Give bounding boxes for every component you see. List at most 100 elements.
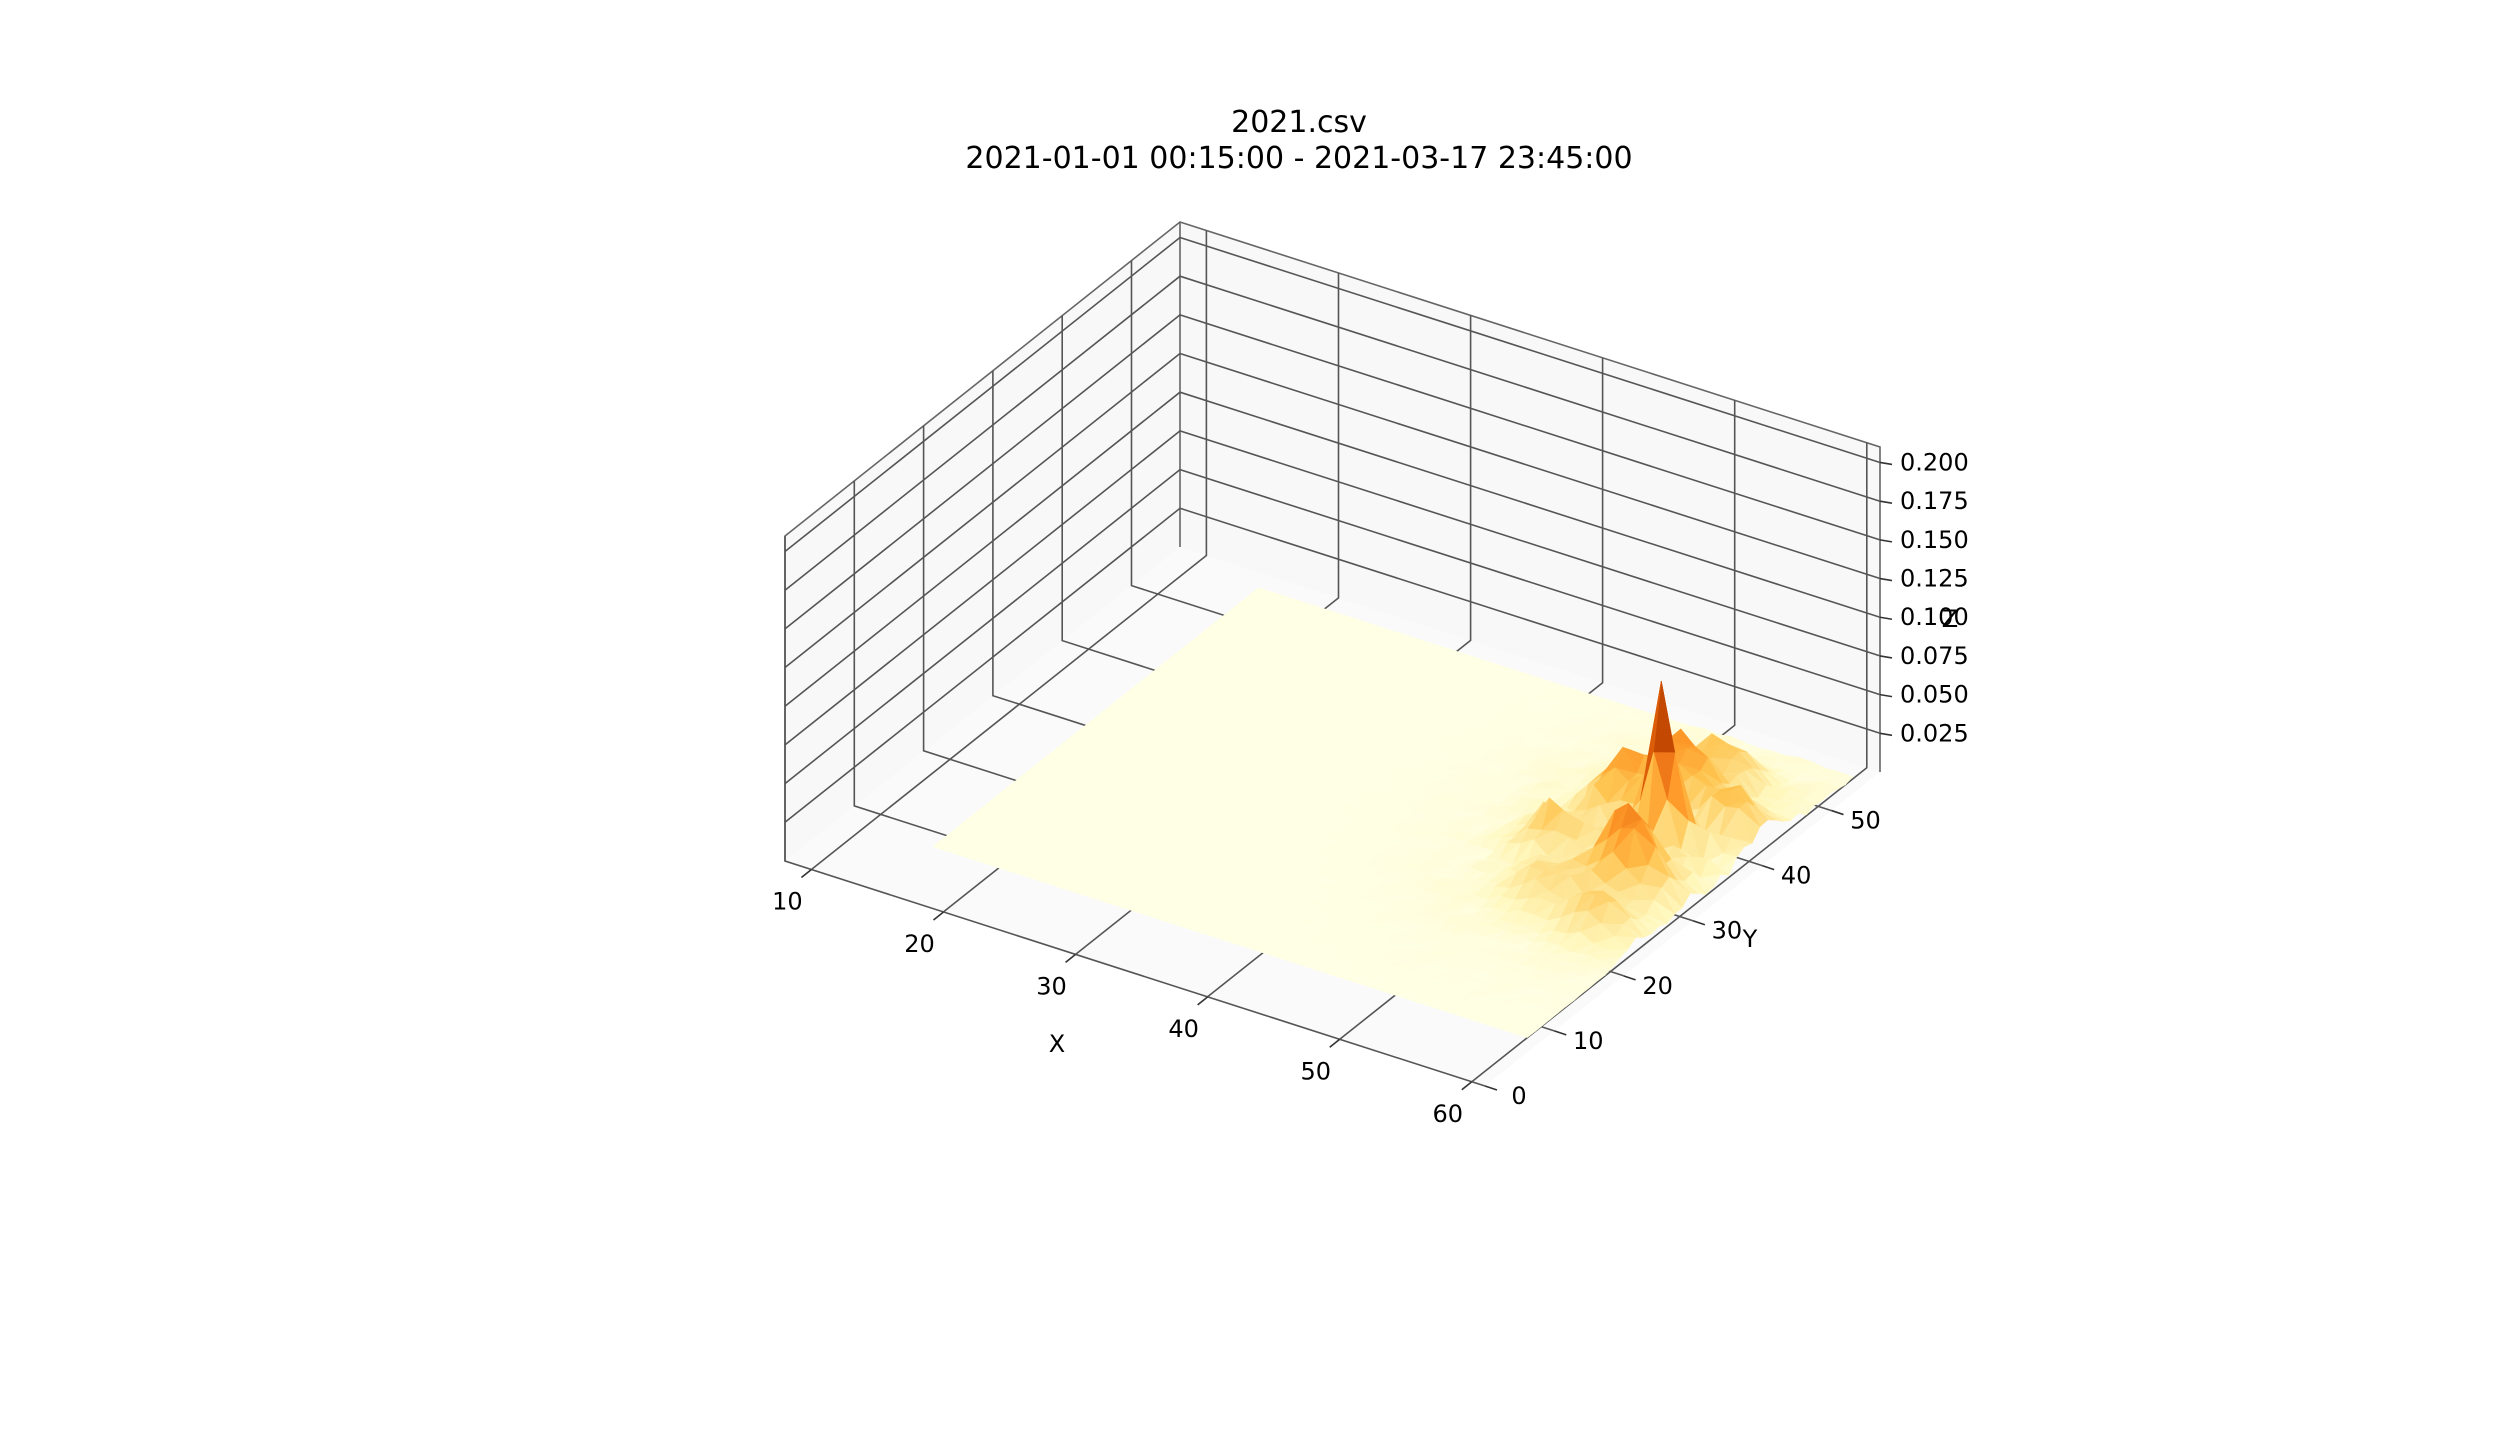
surface-facet [959,853,983,861]
surface-facet [1108,900,1131,908]
y-tick-mark [1623,975,1636,981]
z-tick-mark [1879,693,1893,698]
z-gridline [784,352,1881,669]
surface-facet [1135,909,1158,917]
back-pane [1180,222,1880,772]
x-tick-label: 20 [904,930,935,958]
x-tick-label: 30 [1036,972,1067,1000]
x-tick-mark [1461,1081,1473,1091]
surface-facet [1040,879,1064,887]
y-gridline [784,536,1486,1087]
surface-facet [1338,974,1361,982]
surface-facet [932,844,956,852]
y-axis-label: Y [1742,925,1758,953]
z-tick-mark [1879,732,1893,737]
z-tick-mark [1879,655,1893,659]
z-gridline [784,236,1881,553]
surface-facet [1513,1031,1536,1038]
surface-facet [1148,913,1172,921]
surface-facet [1175,922,1199,930]
surface-facet [1351,979,1374,986]
x-tick-label: 60 [1433,1100,1464,1128]
x-tick-label: 50 [1300,1057,1331,1085]
y-tick-mark [1484,1085,1498,1091]
z-tick-label: 0.125 [1900,565,1969,593]
y-tick-label: 10 [1573,1027,1604,1055]
surface-facet [1202,931,1226,939]
left-pane [785,222,1180,861]
surface-facet [1459,1013,1482,1021]
surface-facet [1189,926,1212,934]
y-tick-mark [1692,919,1706,926]
surface-facet [973,857,996,865]
axis-ticks: 10 20 30 40 50 60 0 10 20 30 40 50 0.025 0.050 0.075 0.… [772,448,1969,1127]
surface-facet [1094,896,1118,904]
surface-facet [946,848,969,856]
surface-facet [1230,939,1253,947]
z-tick-mark [1879,500,1893,504]
z-tick-label: 0.050 [1900,681,1969,709]
z-gridline [784,507,1881,823]
z-gridline [784,430,1881,746]
z-tick-mark [1879,461,1893,466]
surface-facet [1365,983,1388,991]
y-tick-label: 30 [1712,917,1743,945]
surface-facet [1270,953,1293,960]
y-tick-label: 50 [1850,807,1881,835]
y-tick-label: 20 [1642,972,1673,1000]
surface-facet [1121,905,1145,913]
y-tick-mark [1761,864,1775,871]
surface-facet [1297,961,1320,969]
surface-facet [1500,1026,1523,1034]
surface-facet [1216,935,1239,943]
x-gridline [1471,442,1868,1083]
x-tick-mark [932,911,944,921]
surface-facet [1405,996,1428,1004]
x-axis-label: X [1049,1030,1065,1058]
surface-facet [1446,1009,1469,1017]
y-tick-mark [1831,809,1844,816]
surface-facet [986,861,1010,869]
z-gridline [784,468,1881,785]
z-tick-label: 0.075 [1900,642,1969,670]
z-tick-label: 0.025 [1900,719,1969,747]
chart-subtitle: 2021-01-01 00:15:00 - 2021-03-17 23:45:0… [965,141,1632,176]
z-tick-mark [1879,616,1893,621]
z-tick-mark [1879,577,1893,582]
surface-facet [1378,987,1401,995]
z-gridline [784,275,1881,591]
z-axis-label: Z [1942,605,1958,633]
surface-facet [1324,970,1347,978]
x-tick-mark [1065,953,1077,964]
z-tick-label: 0.175 [1900,487,1969,515]
z-tick-label: 0.200 [1900,448,1969,476]
x-tick-mark [1329,1038,1341,1048]
surface-facet [1257,948,1280,956]
x-tick-label: 10 [772,887,803,915]
surface-facet [1243,944,1266,952]
y-tick-mark [1554,1030,1567,1036]
surface-facet [1013,870,1037,878]
x-tick-label: 40 [1168,1015,1199,1043]
x-tick-mark [1197,996,1209,1006]
surface-facet [1027,874,1050,882]
surface-facet [1419,1000,1442,1008]
surface-facet [1054,883,1077,891]
surface-facet [1162,918,1185,926]
surface-facet [1392,992,1415,999]
surface-facet [1432,1005,1455,1012]
z-tick-label: 0.150 [1900,526,1969,554]
surface-facet [1067,887,1091,895]
z-tick-label: 0.100 [1900,603,1969,631]
surface-mesh [931,587,1854,1038]
chart-title: 2021.csv [1231,105,1367,140]
surface-facet [1473,1018,1496,1025]
z-gridline [784,391,1881,707]
surface-facet [1000,866,1023,874]
z-tick-mark [1879,539,1893,543]
y-tick-label: 40 [1781,862,1812,890]
y-tick-label: 0 [1511,1082,1526,1110]
x-gridline [810,230,1208,871]
surface-facet [1081,892,1104,900]
